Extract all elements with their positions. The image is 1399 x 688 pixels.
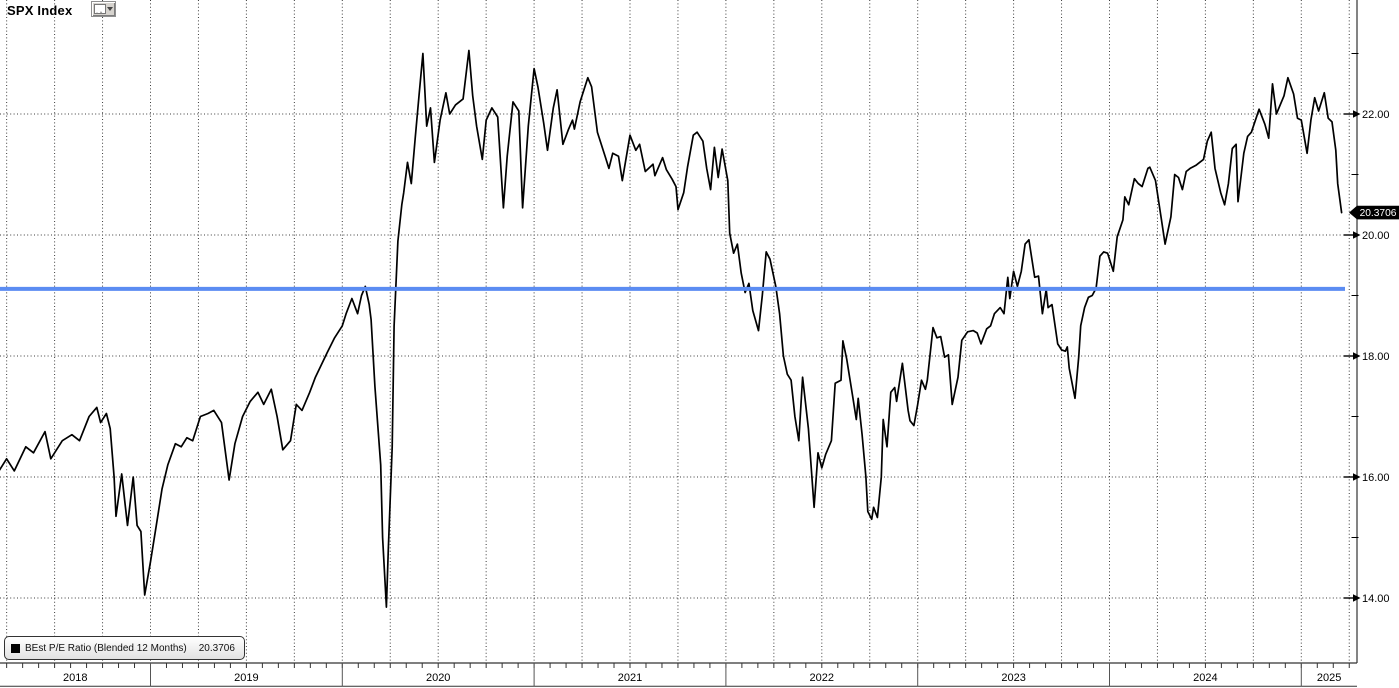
- chart-type-button[interactable]: [91, 1, 116, 17]
- legend-label: BEst P/E Ratio (Blended 12 Months): [25, 642, 187, 654]
- x-axis-year-label: 2021: [618, 672, 642, 684]
- y-axis-label: 16.00: [1362, 472, 1390, 484]
- x-axis-year-label: 2019: [234, 672, 258, 684]
- last-value-badge: [1349, 205, 1399, 220]
- pe-ratio-series-line: [0, 49, 1343, 608]
- dropdown-arrow-icon: [107, 7, 113, 11]
- x-axis-year-label: 2024: [1193, 672, 1217, 684]
- x-axis-year-label: 2018: [63, 672, 87, 684]
- legend-value: 20.3706: [198, 642, 235, 654]
- x-axis-year-label: 2020: [426, 672, 450, 684]
- x-axis-year-label: 2025: [1317, 672, 1341, 684]
- y-axis-label: 18.00: [1362, 351, 1390, 363]
- security-title: SPX Index: [7, 3, 73, 18]
- y-axis-label: 14.00: [1362, 593, 1390, 605]
- sparkline-icon: [94, 4, 106, 14]
- x-axis-year-label: 2022: [810, 672, 834, 684]
- last-value-text: 20.3706: [1360, 208, 1397, 219]
- x-axis-year-label: 2023: [1001, 672, 1025, 684]
- y-axis-label: 22.00: [1362, 109, 1390, 121]
- series-swatch: [11, 643, 20, 653]
- y-axis-label: 20.00: [1362, 230, 1390, 242]
- legend[interactable]: BEst P/E Ratio (Blended 12 Months) 20.37…: [4, 636, 245, 660]
